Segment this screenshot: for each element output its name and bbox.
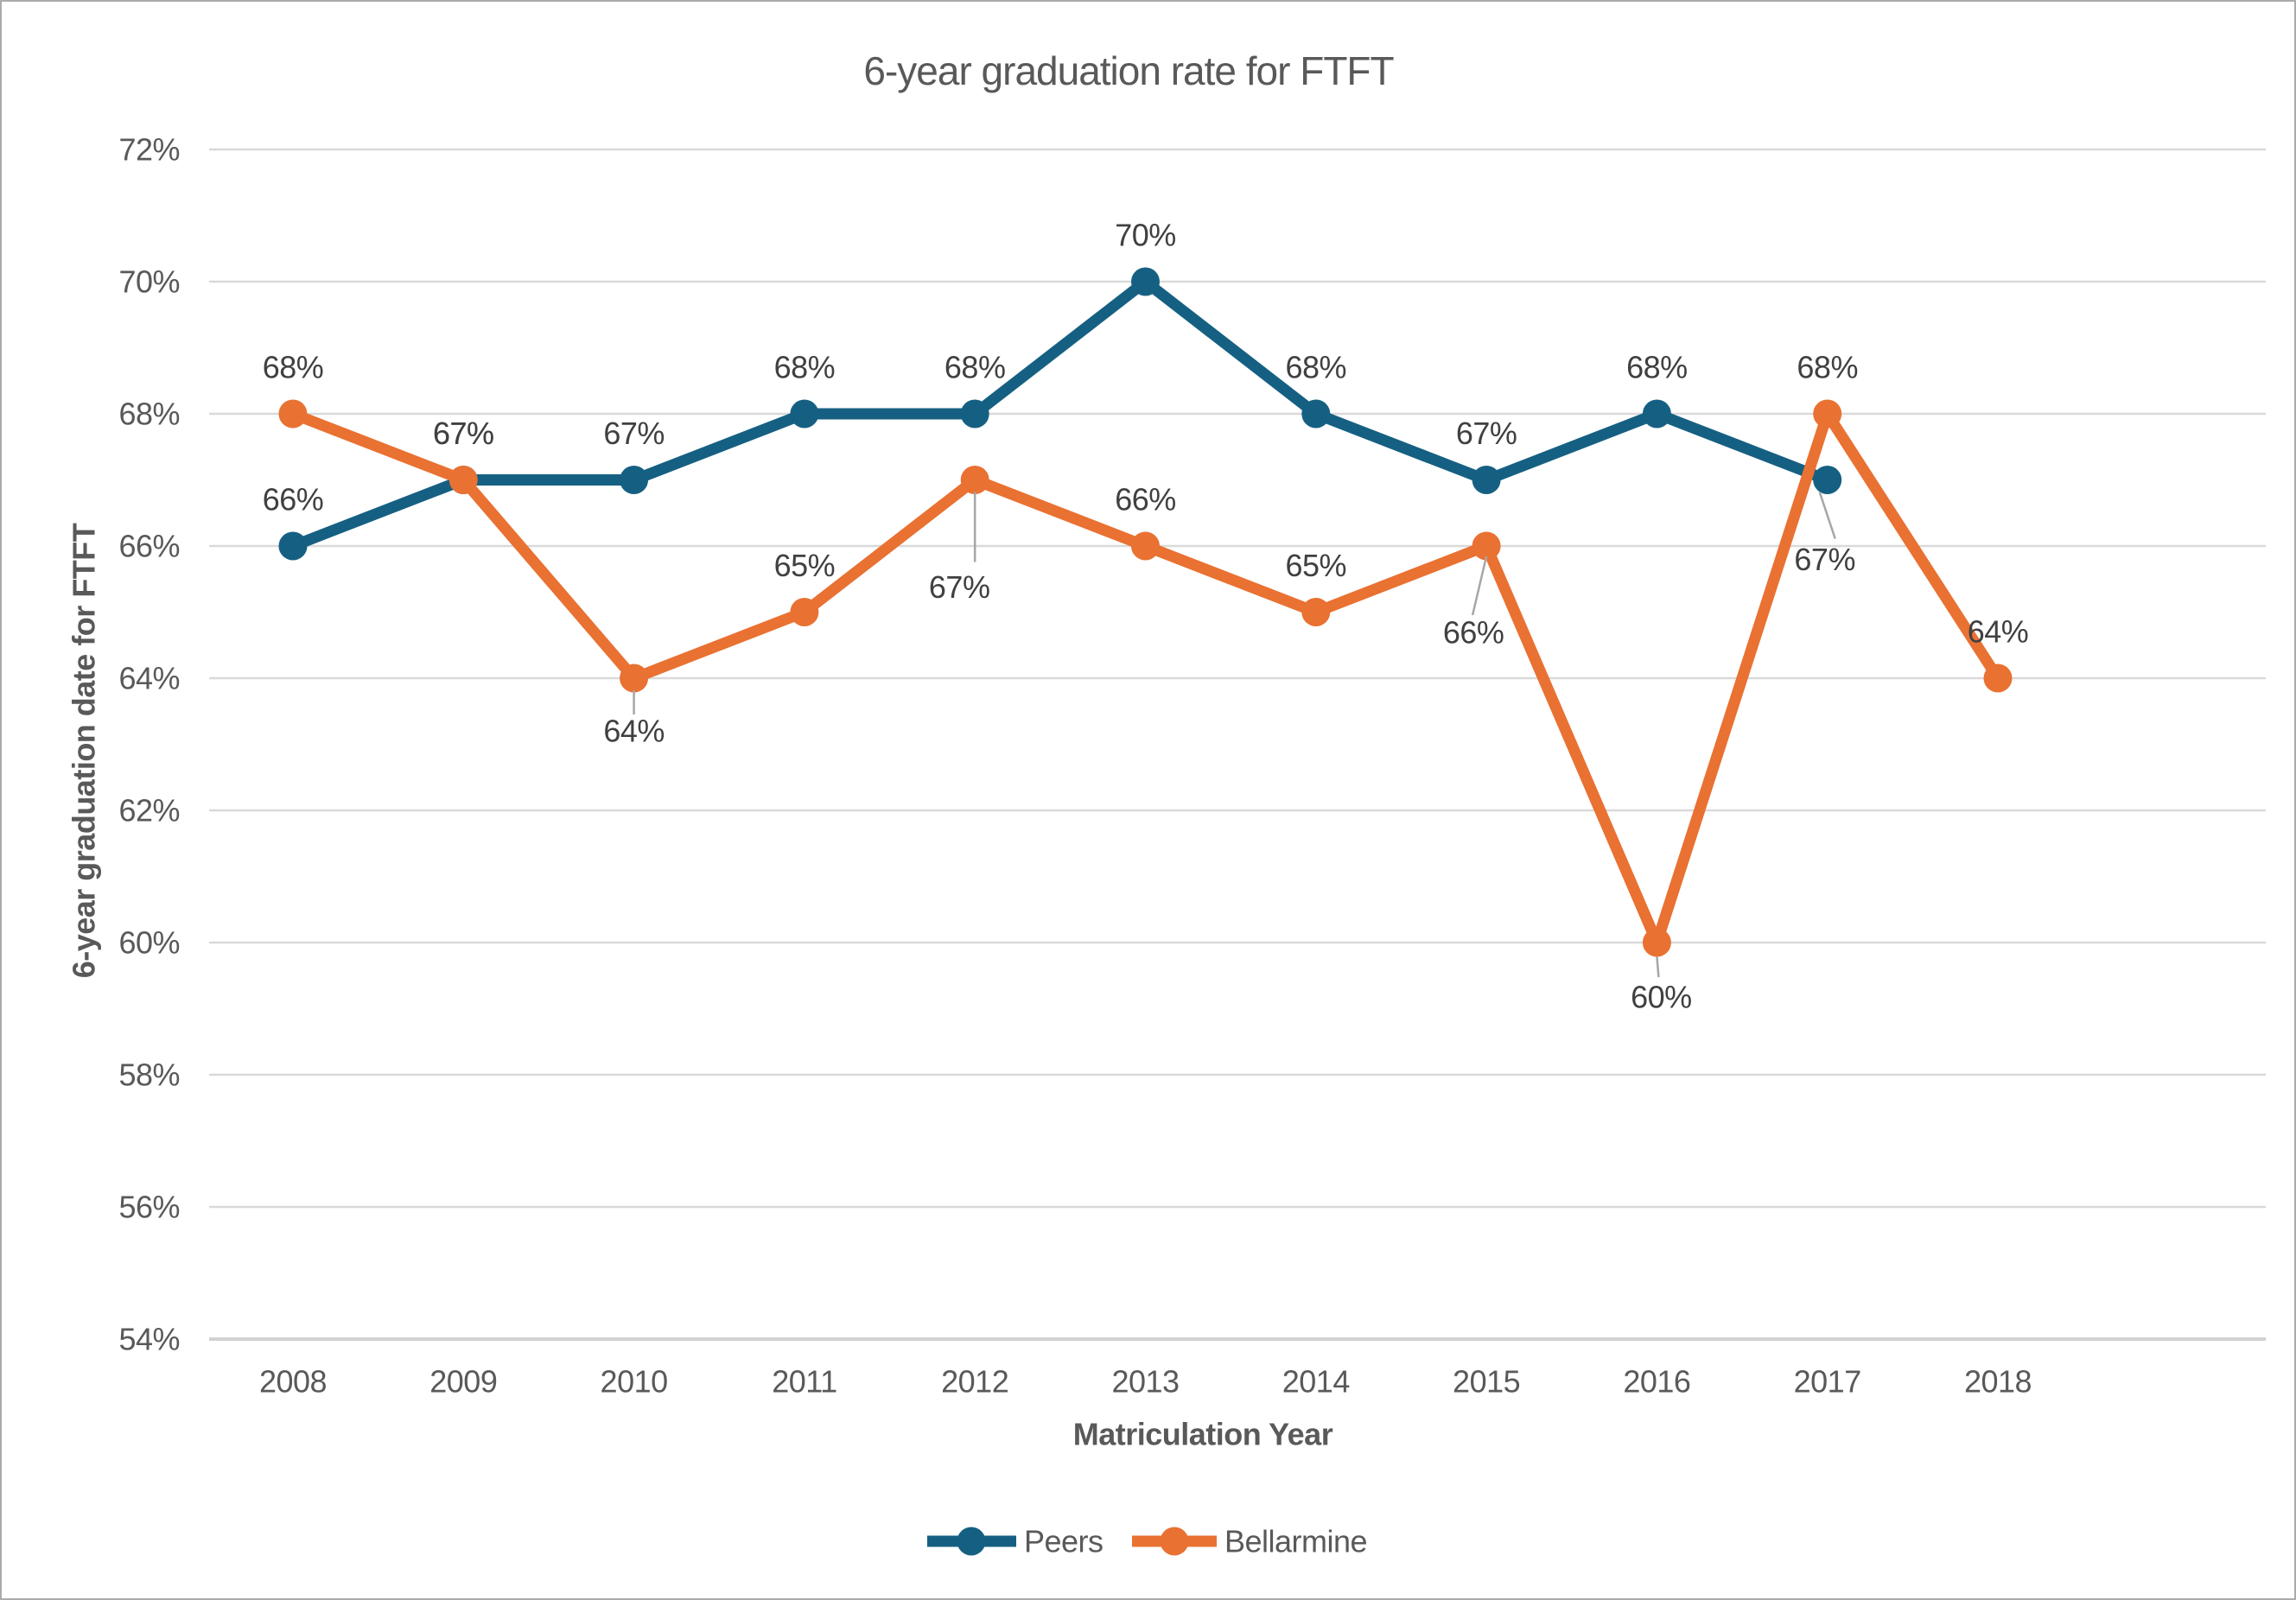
data-point [1131, 267, 1160, 296]
x-tick-label: 2015 [1453, 1364, 1520, 1400]
series-lines [278, 267, 2013, 957]
y-axis-title: 6-year graduation date for FTFT [67, 523, 102, 978]
data-point [790, 598, 819, 626]
y-tick-label: 68% [118, 397, 180, 432]
data-point [1301, 399, 1331, 429]
y-tick-label: 72% [118, 132, 180, 168]
series-bellarmine [278, 399, 2013, 957]
y-tick-label: 56% [118, 1190, 180, 1225]
data-point [620, 466, 649, 494]
leader-line [1471, 556, 1488, 616]
data-label: 67% [1794, 542, 1855, 577]
data-label: 67% [603, 416, 665, 451]
leader-line [1818, 492, 1836, 539]
data-point [960, 466, 989, 494]
data-label: 70% [1115, 218, 1176, 253]
y-tick-label: 60% [118, 925, 180, 961]
y-tick-label: 64% [118, 661, 180, 696]
chart-title: 6-year graduation rate for FTFT [863, 48, 1394, 93]
x-tick-label: 2013 [1111, 1364, 1179, 1400]
data-label: 60% [1631, 980, 1692, 1015]
data-label: 67% [433, 416, 494, 451]
legend-label-bellarmine: Bellarmine [1224, 1524, 1367, 1559]
legend-label-peers: Peers [1024, 1524, 1103, 1559]
x-tick-label: 2010 [601, 1364, 668, 1400]
x-tick-label: 2017 [1794, 1364, 1861, 1400]
y-tick-label: 66% [118, 529, 180, 564]
data-point [620, 663, 649, 693]
data-label: 66% [1115, 482, 1176, 517]
x-tick-label: 2018 [1964, 1364, 2032, 1400]
data-point [790, 399, 819, 429]
data-label: 64% [603, 714, 665, 749]
data-label: 68% [263, 350, 324, 385]
data-point [1813, 466, 1842, 494]
gridlines [209, 148, 2266, 1341]
data-point [448, 466, 478, 494]
legend: Peers Bellarmine [927, 1524, 1368, 1559]
data-label: 68% [1626, 350, 1688, 385]
x-tick-label: 2016 [1623, 1364, 1690, 1400]
x-axis-title: Matriculation Year [1073, 1417, 1333, 1452]
data-label: 65% [1286, 548, 1347, 583]
legend-item-bellarmine: Bellarmine [1132, 1524, 1368, 1559]
y-tick-label: 62% [118, 793, 180, 829]
y-tick-label: 58% [118, 1057, 180, 1093]
data-point [960, 399, 989, 429]
leader-lines [633, 492, 1836, 978]
x-tick-label: 2008 [259, 1364, 327, 1400]
data-point [1472, 466, 1501, 494]
data-labels: 66% 67% 67% 68% 68% 70% 68% 67% 68% 67% 68% 67% 64% 6… [263, 218, 2029, 1015]
y-axis-labels: 72% 70% 68% 66% 64% 62% 60% 58% 56% 54% [118, 132, 180, 1357]
series-line [287, 276, 1834, 552]
data-label: 67% [433, 416, 494, 451]
data-point [278, 531, 308, 561]
x-axis-labels: 2008 2009 2010 2011 2012 2013 2014 2015 2016 2017… [259, 1364, 2032, 1400]
legend-item-peers: Peers [927, 1524, 1103, 1559]
y-tick-label: 70% [118, 264, 180, 300]
data-label: 64% [1968, 614, 2029, 650]
data-point [1472, 531, 1501, 561]
data-label: 67% [929, 569, 990, 605]
data-label: 65% [774, 548, 836, 583]
data-label: 67% [1456, 416, 1517, 451]
data-label: 68% [1797, 350, 1858, 385]
data-point [1642, 399, 1671, 429]
x-tick-label: 2009 [429, 1364, 497, 1400]
data-label: 66% [1443, 615, 1504, 651]
data-label: 66% [263, 482, 324, 517]
y-tick-label: 54% [118, 1322, 180, 1357]
data-label: 68% [774, 350, 836, 385]
data-label: 68% [944, 350, 1006, 385]
data-point [1983, 663, 2013, 693]
legend-dot-icon [1160, 1527, 1189, 1556]
data-point [278, 399, 308, 429]
data-point [1131, 531, 1160, 561]
x-tick-label: 2014 [1282, 1364, 1350, 1400]
data-label: 68% [1286, 350, 1347, 385]
data-point [1642, 928, 1671, 957]
leader-line [1656, 956, 1660, 978]
legend-dot-icon [957, 1527, 986, 1556]
x-tick-label: 2012 [941, 1364, 1008, 1400]
x-tick-label: 2011 [772, 1364, 836, 1400]
data-point [1301, 598, 1331, 626]
data-point [1813, 399, 1842, 429]
